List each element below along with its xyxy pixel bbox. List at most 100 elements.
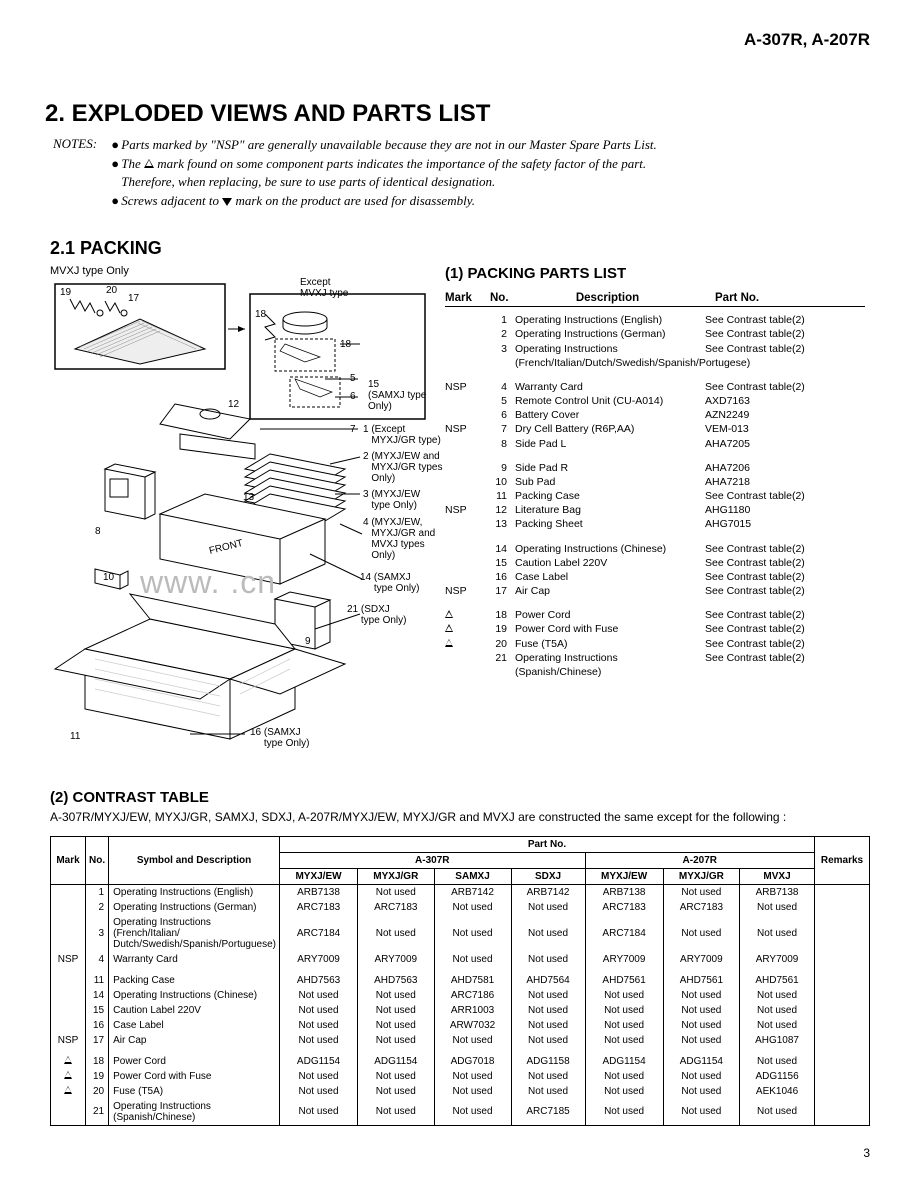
section-21-title: 2.1 PACKING bbox=[50, 238, 870, 259]
chdr-no: No. bbox=[86, 836, 109, 884]
contrast-row: 14Operating Instructions (Chinese)Not us… bbox=[51, 988, 870, 1003]
notes-label: NOTES: bbox=[53, 136, 108, 152]
notes-block: NOTES: ●Parts marked by "NSP" are genera… bbox=[50, 136, 870, 210]
parts-list-row: NSP17Air CapSee Contrast table(2) bbox=[445, 584, 865, 598]
parts-list-row: NSP7Dry Cell Battery (R6P,AA)VEM-013 bbox=[445, 422, 865, 436]
svg-text:18: 18 bbox=[255, 309, 267, 320]
parts-list-header-row: Mark No. Description Part No. bbox=[445, 292, 865, 307]
chdr-c2: MYXJ/GR bbox=[358, 868, 434, 884]
parts-list-row: 2Operating Instructions (German)See Cont… bbox=[445, 327, 865, 341]
parts-list-row: 15Caution Label 220VSee Contrast table(2… bbox=[445, 556, 865, 570]
warning-triangle-icon bbox=[64, 1071, 72, 1079]
watermark: www. .cn bbox=[140, 564, 276, 601]
myxj-ew-gr-mvxj-label: 4 (MYXJ/EW, MYXJ/GR and MVXJ types Only) bbox=[363, 517, 435, 561]
parts-list-row: 5Remote Control Unit (CU-A014)AXD7163 bbox=[445, 394, 865, 408]
parts-list-row: 18Power CordSee Contrast table(2) bbox=[445, 608, 865, 622]
contrast-row: 21Operating Instructions (Spanish/Chines… bbox=[51, 1099, 870, 1126]
notes-line2c: Therefore, when replacing, be sure to us… bbox=[121, 174, 495, 189]
chdr-c1: MYXJ/EW bbox=[279, 868, 357, 884]
notes-line2b: mark found on some component parts indic… bbox=[154, 156, 646, 171]
chdr-c4: SDXJ bbox=[511, 868, 585, 884]
parts-list-row: 14Operating Instructions (Chinese)See Co… bbox=[445, 542, 865, 556]
myxj-ew-only-label: 3 (MYXJ/EW type Only) bbox=[363, 489, 420, 511]
chdr-c6: MYXJ/GR bbox=[663, 868, 739, 884]
parts-list-row: 13Packing SheetAHG7015 bbox=[445, 517, 865, 531]
chdr-c5: MYXJ/EW bbox=[585, 868, 663, 884]
warning-triangle-icon bbox=[445, 639, 453, 647]
parts-list-row: NSP4Warranty CardSee Contrast table(2) bbox=[445, 380, 865, 394]
page-header-model: A-307R, A-207R bbox=[50, 30, 870, 50]
exploded-diagram: FRONT bbox=[50, 279, 430, 749]
warning-triangle-icon bbox=[64, 1056, 72, 1064]
samxj-only-label2: 14 (SAMXJ type Only) bbox=[360, 572, 419, 594]
chdr-remarks: Remarks bbox=[815, 836, 870, 884]
contrast-intro: A-307R/MYXJ/EW, MYXJ/GR, SAMXJ, SDXJ, A-… bbox=[50, 810, 870, 826]
hdr-no: No. bbox=[490, 292, 520, 304]
chdr-a207r: A-207R bbox=[585, 852, 814, 868]
chdr-c7: MVXJ bbox=[740, 868, 815, 884]
contrast-row: 3Operating Instructions (French/Italian/… bbox=[51, 915, 870, 952]
parts-list-title: (1) PACKING PARTS LIST bbox=[445, 265, 865, 282]
hdr-mark: Mark bbox=[445, 292, 490, 304]
warning-triangle-icon bbox=[445, 624, 453, 632]
chdr-c3: SAMXJ bbox=[434, 868, 511, 884]
contrast-row: 11Packing CaseAHD7563AHD7563AHD7581AHD75… bbox=[51, 973, 870, 988]
parts-list-row: 19Power Cord with FuseSee Contrast table… bbox=[445, 622, 865, 636]
svg-text:12: 12 bbox=[228, 399, 240, 410]
contrast-title: (2) CONTRAST TABLE bbox=[50, 789, 870, 806]
parts-list-row: 8Side Pad LAHA7205 bbox=[445, 437, 865, 451]
parts-list-body: 1Operating Instructions (English)See Con… bbox=[445, 313, 865, 679]
svg-text:17: 17 bbox=[128, 293, 140, 304]
down-triangle-icon bbox=[222, 198, 232, 206]
samxj-only-label: 15(SAMXJ typeOnly) bbox=[368, 379, 426, 412]
contrast-row: NSP17Air CapNot usedNot usedNot usedNot … bbox=[51, 1033, 870, 1054]
warning-triangle-icon bbox=[144, 159, 154, 168]
exploded-diagram-area: MVXJ type Only bbox=[50, 265, 430, 749]
svg-text:11: 11 bbox=[70, 731, 81, 742]
parts-list-row: 21Operating Instructions (Spanish/Chines… bbox=[445, 651, 865, 679]
svg-text:20: 20 bbox=[106, 285, 118, 296]
notes-line3a: Screws adjacent to bbox=[121, 193, 222, 208]
hdr-part: Part No. bbox=[695, 292, 835, 304]
contrast-row: 1Operating Instructions (English)ARB7138… bbox=[51, 884, 870, 900]
parts-list-row: 9Side Pad RAHA7206 bbox=[445, 461, 865, 475]
myxj-ew-gr-label: 2 (MYXJ/EW and MYXJ/GR types Only) bbox=[363, 451, 442, 484]
parts-list-row: 20Fuse (T5A)See Contrast table(2) bbox=[445, 637, 865, 651]
parts-list-row: 3Operating InstructionsSee Contrast tabl… bbox=[445, 342, 865, 356]
svg-text:19: 19 bbox=[60, 287, 72, 298]
except-myxjgr-label: 1 (Except MYXJ/GR type) bbox=[363, 424, 441, 446]
notes-line3b: mark on the product are used for disasse… bbox=[232, 193, 475, 208]
chdr-desc: Symbol and Description bbox=[109, 836, 280, 884]
mvxj-type-label: MVXJ type Only bbox=[50, 265, 430, 277]
parts-list-row: 6Battery CoverAZN2249 bbox=[445, 408, 865, 422]
parts-list-row: 10Sub PadAHA7218 bbox=[445, 475, 865, 489]
svg-text:5: 5 bbox=[350, 373, 356, 384]
parts-list-row: NSP12Literature BagAHG1180 bbox=[445, 503, 865, 517]
contrast-row: 16Case LabelNot usedNot usedARW7032Not u… bbox=[51, 1018, 870, 1033]
diagram-svg: FRONT bbox=[50, 279, 430, 749]
main-title: 2. EXPLODED VIEWS AND PARTS LIST bbox=[45, 100, 870, 128]
warning-triangle-icon bbox=[445, 610, 453, 618]
warning-triangle-icon bbox=[64, 1086, 72, 1094]
parts-list-row: 16Case LabelSee Contrast table(2) bbox=[445, 570, 865, 584]
parts-list-row: 11Packing CaseSee Contrast table(2) bbox=[445, 489, 865, 503]
contrast-row: 15Caution Label 220VNot usedNot usedARR1… bbox=[51, 1003, 870, 1018]
samxj-16-label: 16 (SAMXJ type Only) bbox=[250, 727, 309, 749]
svg-text:13: 13 bbox=[243, 492, 255, 503]
hdr-desc: Description bbox=[520, 292, 695, 304]
parts-list-area: (1) PACKING PARTS LIST Mark No. Descript… bbox=[445, 265, 865, 749]
contrast-row: 2Operating Instructions (German)ARC7183A… bbox=[51, 900, 870, 915]
chdr-a307r: A-307R bbox=[279, 852, 585, 868]
chdr-mark: Mark bbox=[51, 836, 86, 884]
svg-text:7: 7 bbox=[350, 424, 356, 435]
svg-text:9: 9 bbox=[305, 636, 311, 647]
contrast-row: 19Power Cord with FuseNot usedNot usedNo… bbox=[51, 1069, 870, 1084]
except-mvxj-label: ExceptMVXJ type bbox=[300, 277, 348, 299]
chdr-partno: Part No. bbox=[279, 836, 814, 852]
page-number: 3 bbox=[50, 1146, 870, 1160]
contrast-table: Mark No. Symbol and Description Part No.… bbox=[50, 836, 870, 1126]
contrast-row: 20Fuse (T5A)Not usedNot usedNot usedNot … bbox=[51, 1084, 870, 1099]
svg-text:6: 6 bbox=[350, 391, 356, 402]
svg-text:18: 18 bbox=[340, 339, 352, 350]
parts-list-row: 1Operating Instructions (English)See Con… bbox=[445, 313, 865, 327]
